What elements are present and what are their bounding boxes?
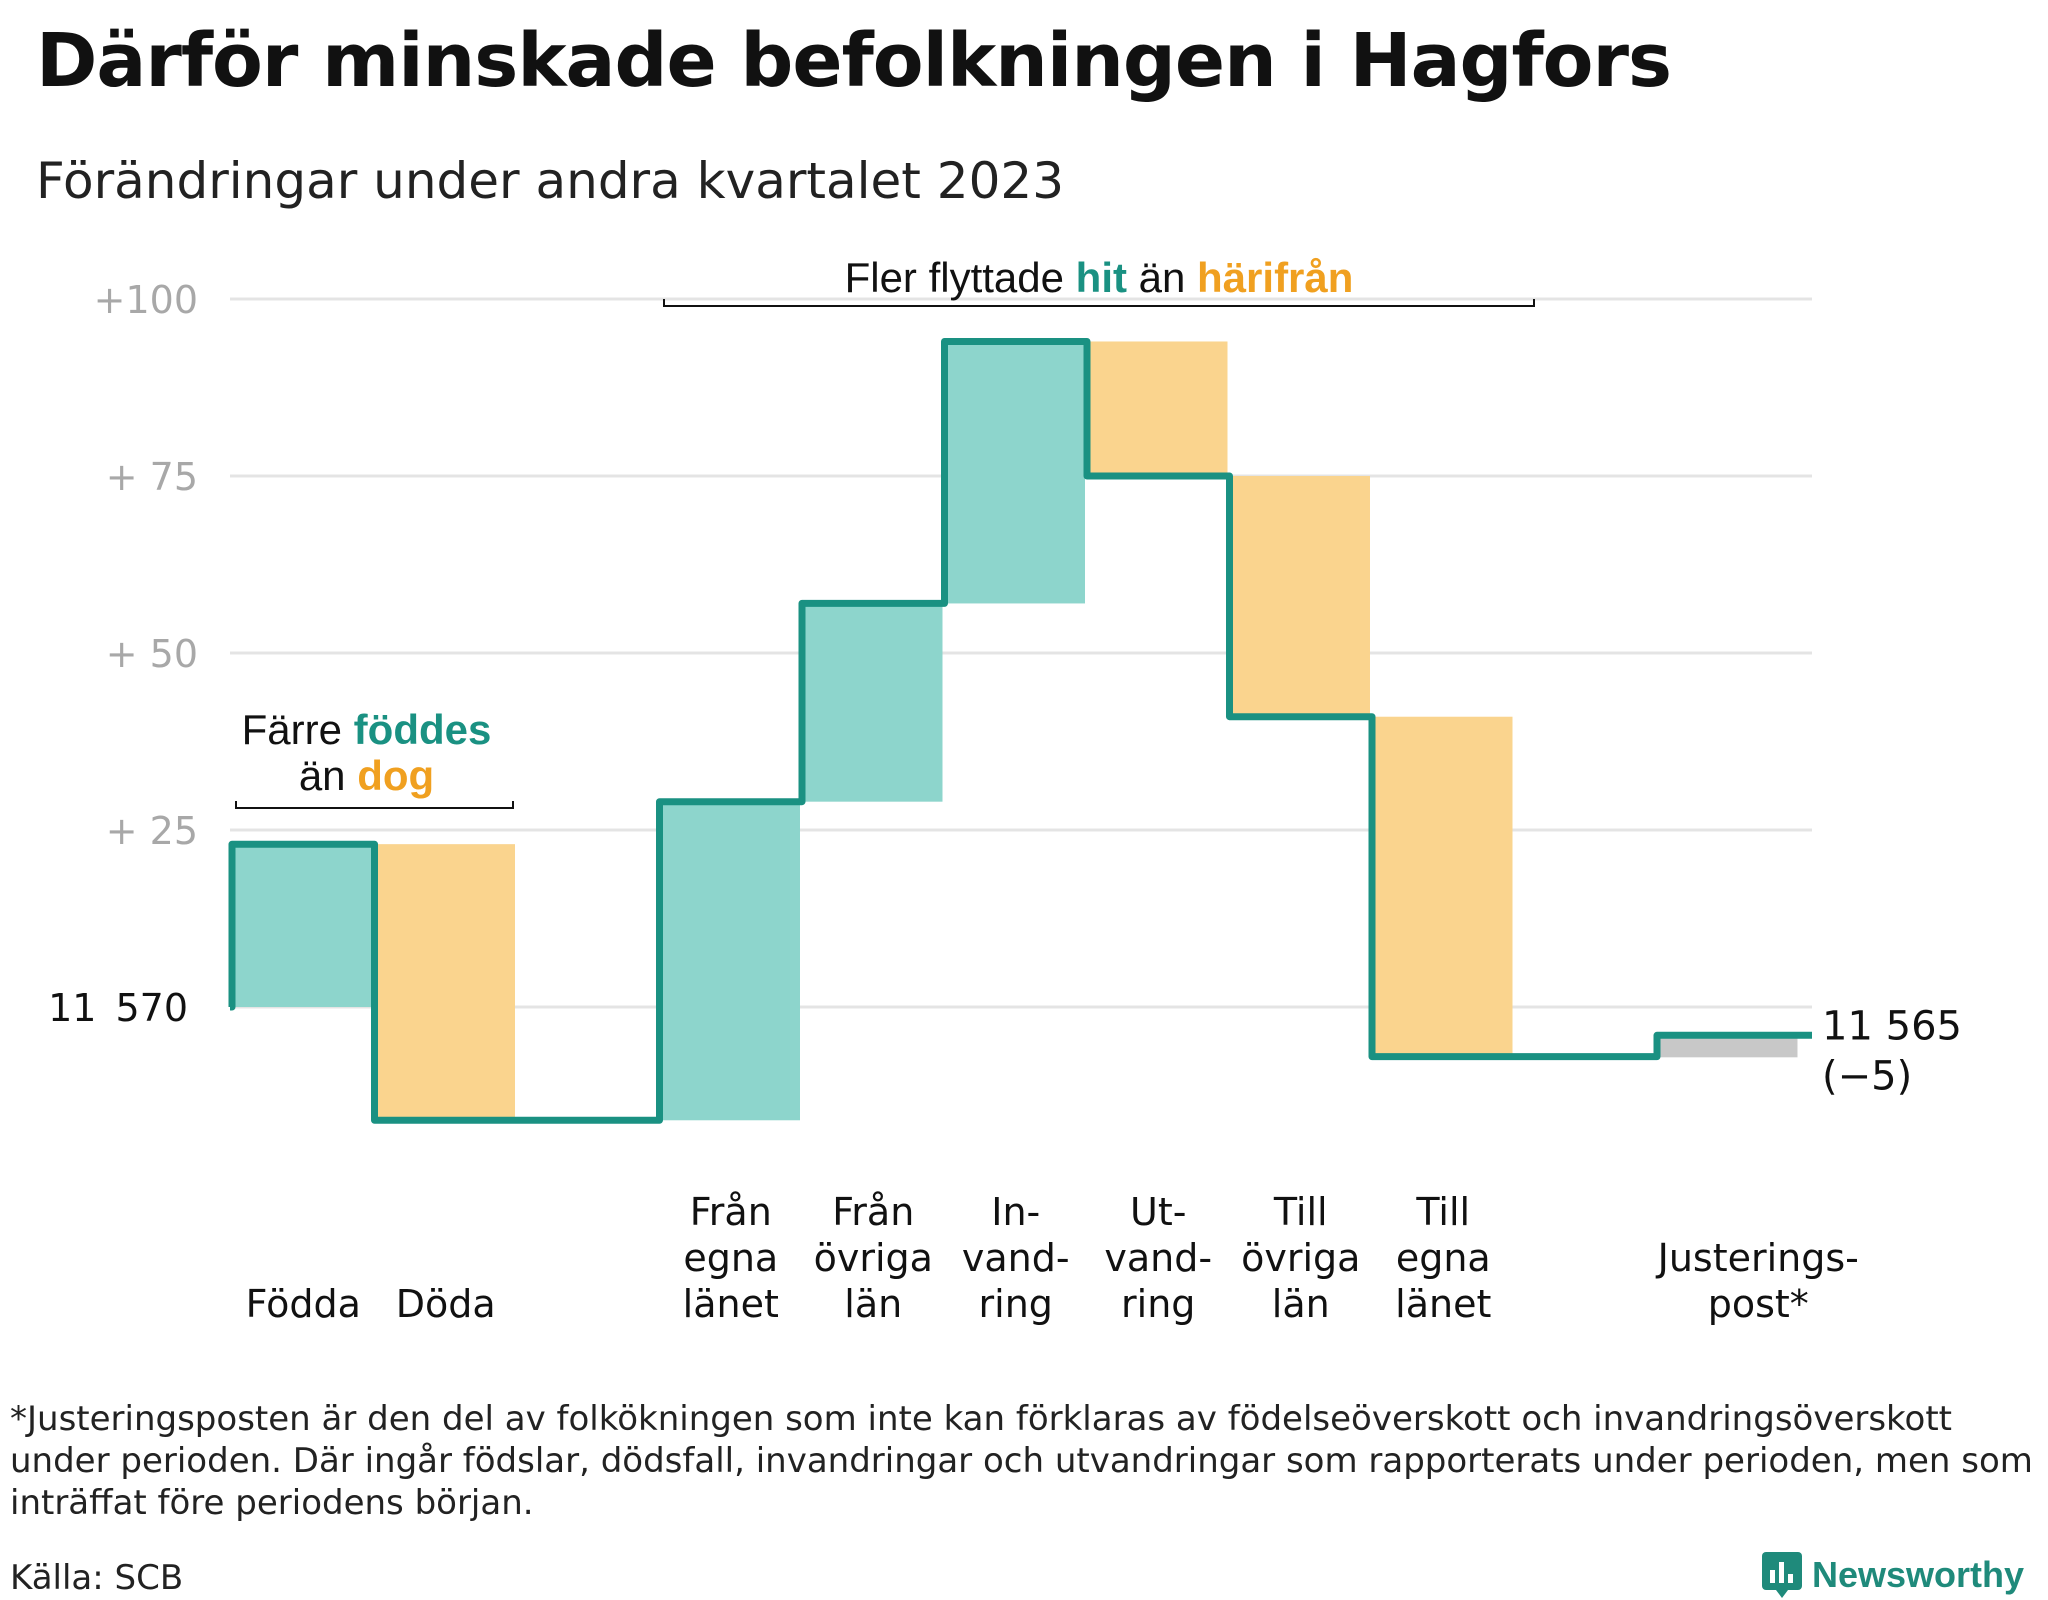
category-label: Till egna länet <box>1395 1190 1491 1326</box>
waterfall-bar <box>1659 1037 1798 1058</box>
cumulative-line <box>228 338 1812 1124</box>
bars-group <box>234 341 1798 1121</box>
category-label-line: Till <box>1415 1190 1470 1234</box>
category-label-line: vand- <box>962 1236 1070 1280</box>
annotation-segment: härifrån <box>1197 254 1353 301</box>
category-label: Justerings-post* <box>1656 1236 1859 1326</box>
category-label-line: Justerings- <box>1656 1236 1859 1280</box>
waterfall-bar <box>234 844 373 1007</box>
annotation-births-deaths-line1: Färre föddes <box>242 706 492 753</box>
y-tick-label: + 75 <box>106 455 198 499</box>
category-label-line: län <box>1272 1282 1330 1326</box>
category-label: Döda <box>396 1282 496 1326</box>
annotation-segment: dog <box>357 752 434 799</box>
category-label-line: län <box>844 1282 902 1326</box>
category-label-line: övriga <box>1241 1236 1360 1280</box>
annotation-segment: än <box>299 752 357 799</box>
waterfall-bar <box>946 341 1085 604</box>
category-label-line: Från <box>832 1190 914 1234</box>
category-label: Till övriga län <box>1241 1190 1360 1326</box>
y-tick-label: +100 <box>94 278 198 322</box>
brand-logo: Newsworthy <box>1762 1552 2024 1598</box>
footnote: *Justeringsposten är den del av folkökni… <box>10 1399 2033 1523</box>
annotation-bracket-births-deaths <box>235 801 514 809</box>
annotation-bracket-migration <box>663 299 1535 307</box>
category-label: Ut-vand-ring <box>1104 1190 1212 1326</box>
brand-name: Newsworthy <box>1812 1554 2025 1595</box>
category-label-line: länet <box>1395 1282 1491 1326</box>
waterfall-bar <box>376 844 515 1121</box>
waterfall-bar <box>804 603 943 802</box>
end-value-label: 11 565 <box>1822 1003 1962 1049</box>
category-label-line: ring <box>979 1282 1053 1326</box>
source-label: Källa: SCB <box>10 1558 184 1598</box>
category-label-line: Ut- <box>1130 1190 1186 1234</box>
annotation-migration: Fler flyttade hit än härifrån <box>845 254 1354 301</box>
category-label-line: länet <box>683 1282 779 1326</box>
annotation-segment: Färre <box>242 706 354 753</box>
category-label-line: Födda <box>246 1282 361 1326</box>
category-label-line: ring <box>1121 1282 1195 1326</box>
waterfall-bar <box>1231 476 1370 717</box>
category-label-line: vand- <box>1104 1236 1212 1280</box>
category-label-line: egna <box>1396 1236 1491 1280</box>
category-label-line: In- <box>991 1190 1040 1234</box>
category-label-line: Från <box>690 1190 772 1234</box>
category-label: Från övriga län <box>814 1190 933 1326</box>
category-label-line: Döda <box>396 1282 496 1326</box>
end-change-label: (−5) <box>1822 1053 1912 1099</box>
annotation-segment: hit <box>1076 254 1127 301</box>
category-label-line: post* <box>1708 1282 1809 1326</box>
waterfall-bar <box>1374 716 1513 1057</box>
y-tick-label: + 50 <box>106 632 198 676</box>
annotation-births-deaths-line2: än dog <box>299 752 434 799</box>
waterfall-bar <box>1089 341 1228 476</box>
start-value-label: 11 570 <box>48 986 188 1030</box>
chart-subtitle: Förändringar under andra kvartalet 2023 <box>36 152 1065 210</box>
category-label-line: Till <box>1273 1190 1328 1234</box>
annotation-segment: än <box>1127 254 1197 301</box>
chart-title: Därför minskade befolkningen i Hagfors <box>36 18 1672 104</box>
annotation-segment: föddes <box>354 706 492 753</box>
y-tick-label: + 25 <box>106 809 198 853</box>
category-label-line: övriga <box>814 1236 933 1280</box>
category-label: Födda <box>246 1282 361 1326</box>
category-label-line: egna <box>683 1236 778 1280</box>
category-label: Från egna länet <box>683 1190 779 1326</box>
newsworthy-logo-icon <box>1762 1552 1802 1598</box>
category-label: In-vand-ring <box>962 1190 1070 1326</box>
waterfall-bar <box>661 801 800 1121</box>
annotation-segment: Fler flyttade <box>845 254 1076 301</box>
